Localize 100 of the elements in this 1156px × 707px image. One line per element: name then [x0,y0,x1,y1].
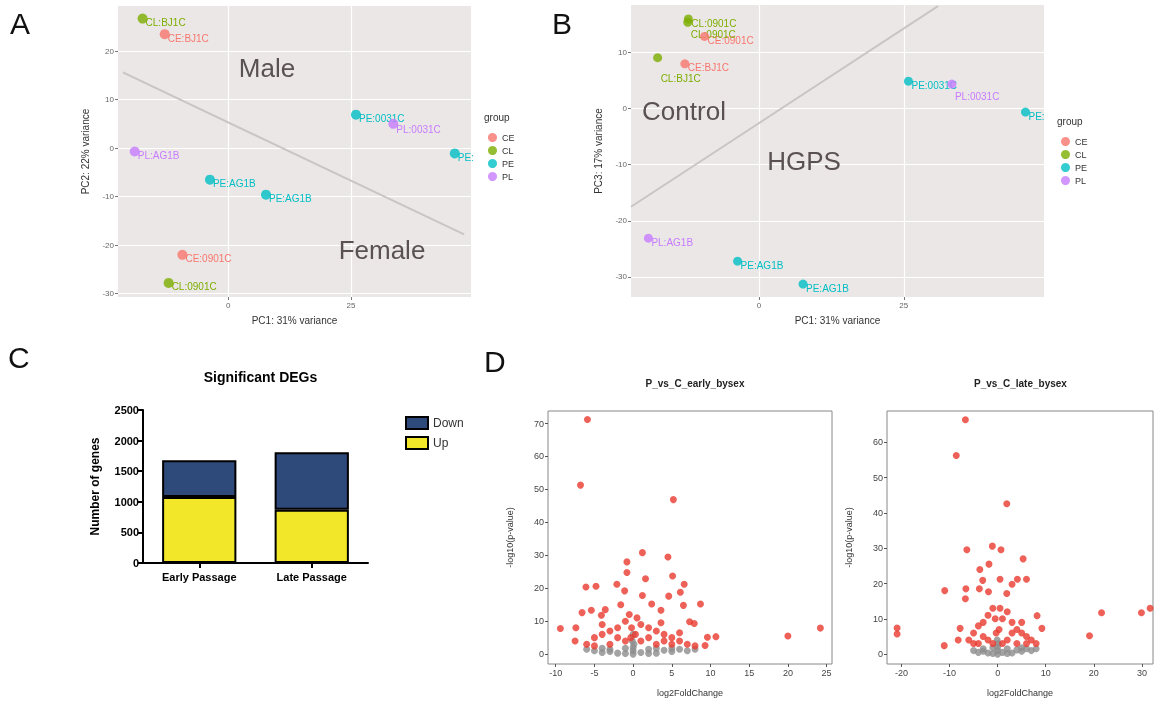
y-tick-label: 1000 [114,495,139,508]
annotation: PE:AG1B [740,259,784,271]
annotation: PL:AG1B [137,150,180,161]
y-tick-label: 10 [872,613,883,624]
x-tick-label: 25 [899,300,909,310]
annotation: HGPS [767,146,841,176]
y-tick-label: 2000 [114,434,139,447]
chart-title: Significant DEGs [203,369,318,385]
legend-label: PE [502,158,515,169]
x-tick-label: -10 [943,667,957,678]
x-tick-label: 30 [1136,667,1147,678]
x-tick-label: 20 [1088,667,1099,678]
annotation: CL:0901C [171,281,217,293]
y-tick-label: -20 [102,240,115,250]
y-tick-label: 0 [622,104,628,114]
x-tick-label: -10 [549,667,563,678]
y-tick-label: -30 [102,289,115,299]
y-axis-title: PC2: 22% variance [79,108,91,195]
y-tick-label: 10 [533,616,544,627]
annotation: PE:AG1B [212,178,257,190]
x-tick-label: -20 [894,667,908,678]
legend-label: PL [502,171,514,182]
y-tick-label: 50 [533,484,544,495]
legend-label: CL [1075,149,1087,160]
annotation: CL:BJ1C [145,17,186,29]
x-tick-label: 20 [782,667,793,678]
x-tick-label: Early Passage [161,570,237,583]
annotation: PE:0031C [358,113,405,125]
y-axis-title: Number of genes [88,437,102,536]
annotation: PE:AG1B [268,193,313,205]
annotation: CL:0901C [691,17,737,29]
y-tick-label: 10 [105,95,115,105]
annotation: CL:BJ1C [660,73,701,85]
annotation: Male [238,53,296,83]
x-axis-title: log2FoldChange [986,687,1054,698]
y-tick-label: 20 [533,583,544,594]
x-axis-title: PC1: 31% variance [794,314,881,326]
y-tick-label: 30 [533,550,544,561]
x-axis-title: PC1: 31% variance [251,314,338,326]
y-tick-label: 0 [877,649,883,660]
y-tick-label: 20 [105,46,115,56]
annotation: PL:AG1B [651,236,694,248]
x-tick-label: 5 [669,667,675,678]
legend-label: PE [1075,162,1088,173]
y-tick-label: 70 [533,418,544,429]
text: B [552,6,573,40]
annotation: PE: [457,151,474,163]
y-tick-label: 1500 [114,465,139,478]
y-tick-label: -10 [102,192,115,202]
y-tick-label: 60 [872,437,883,448]
y-axis-title: PC3: 17% variance [592,107,604,194]
x-tick-label: 0 [630,667,636,678]
legend-label: Up [433,436,449,450]
legend-label: PL [1075,175,1087,186]
chart-title: P_vs_C_early_bysex [645,377,745,389]
annotation: PL:0031C [396,124,441,136]
y-tick-label: -20 [615,216,628,226]
y-axis-title: -log10(p-value) [843,507,854,568]
legend-label: Down [433,416,464,430]
y-axis-title: -log10(p-value) [504,507,515,568]
annotation: CE:BJ1C [687,62,729,74]
annotation: PE: [1028,110,1045,122]
legend-label: CE [502,132,515,143]
text: C [8,340,30,374]
x-tick-label: 10 [705,667,716,678]
y-tick-label: -30 [615,272,628,282]
text: A [10,6,31,40]
chart-title: P_vs_C_late_bysex [974,377,1068,389]
annotation: Female [338,235,426,265]
annotation: PL:0031C [954,90,1000,102]
legend-title: group [484,111,511,123]
legend-title: group [1057,115,1084,127]
annotation: CE:0901C [185,253,232,265]
y-tick-label: 50 [872,472,883,483]
x-tick-label: -5 [590,667,599,678]
y-tick-label: 2500 [114,404,139,416]
annotation: PE:0031C [911,79,958,91]
x-tick-label: 25 [821,667,832,678]
y-tick-label: 40 [872,507,883,518]
annotation: CE:BJ1C [167,32,209,44]
y-tick-label: 500 [120,526,139,539]
x-tick-label: 15 [744,667,755,678]
x-tick-label: 0 [756,300,762,310]
y-tick-label: 0 [109,143,115,153]
x-axis-title: log2FoldChange [656,687,724,698]
text: D [484,344,506,378]
y-tick-label: 40 [533,517,544,528]
y-tick-label: -10 [615,160,628,170]
x-tick-label: Late Passage [276,570,347,583]
y-tick-label: 60 [533,451,544,462]
x-tick-label: 25 [346,300,357,310]
annotation: PE:AG1B [806,282,850,294]
x-tick-label: 0 [225,300,231,310]
y-tick-label: 10 [618,48,628,58]
y-tick-label: 0 [538,649,544,660]
y-tick-label: 30 [872,543,883,554]
x-tick-label: 10 [1040,667,1051,678]
legend-label: CE [1075,136,1088,147]
x-tick-label: 0 [995,667,1001,678]
legend-label: CL [502,145,514,156]
